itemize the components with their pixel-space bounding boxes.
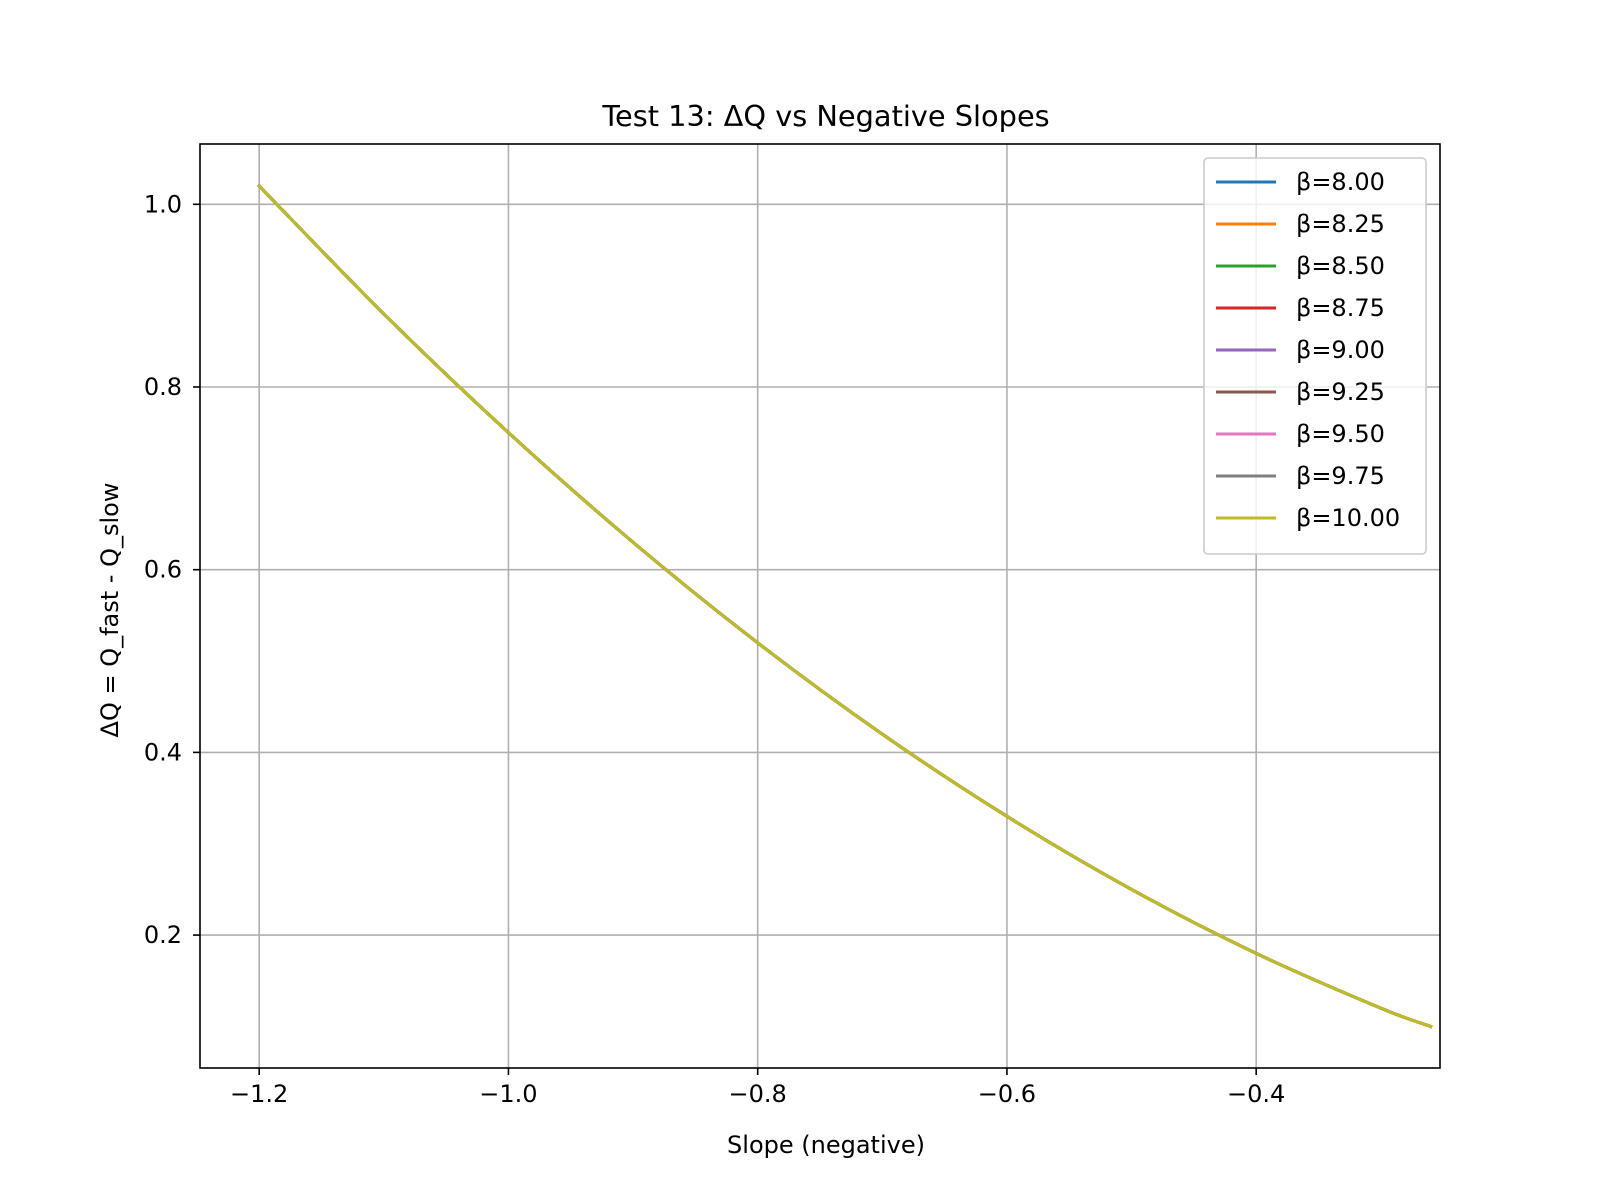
legend-label: β=8.25 [1296, 210, 1385, 238]
x-tick-label: −0.8 [729, 1080, 787, 1108]
legend-label: β=9.25 [1296, 378, 1385, 406]
y-tick-label: 0.2 [144, 921, 182, 949]
y-axis-title: ΔQ = Q_fast - Q_slow [96, 483, 124, 738]
legend-box [1203, 157, 1427, 555]
x-axis-title: Slope (negative) [727, 1131, 925, 1159]
chart-title: Test 13: ΔQ vs Negative Slopes [601, 99, 1049, 133]
y-tick-label: 0.6 [144, 556, 182, 584]
legend-label: β=8.75 [1296, 294, 1385, 322]
legend-label: β=8.00 [1296, 168, 1385, 196]
legend-label: β=8.50 [1296, 252, 1385, 280]
y-tick-label: 1.0 [144, 190, 182, 218]
legend-label: β=9.00 [1296, 336, 1385, 364]
series-lines [257, 183, 1433, 1029]
x-tick-label: −1.0 [479, 1080, 537, 1108]
x-tick-label: −0.6 [978, 1080, 1036, 1108]
series-line [257, 183, 1433, 1029]
plot-frame [199, 143, 1441, 1069]
legend-label: β=9.50 [1296, 420, 1385, 448]
y-tick-label: 0.8 [144, 373, 182, 401]
y-tick-label: 0.4 [144, 738, 182, 766]
legend: β=8.00 β=8.25 β=8.50 β=8.75 β=9.00 β=9.25 β=9.… [1203, 157, 1427, 555]
legend-label: β=10.00 [1296, 504, 1400, 532]
x-tick-label: −1.2 [230, 1080, 288, 1108]
legend-label: β=9.75 [1296, 462, 1385, 490]
axis-ticks: −1.2 −1.0 −0.8 −0.6 −0.4 0.2 0.4 0.6 0.8 1.0 [144, 190, 1285, 1108]
x-tick-label: −0.4 [1227, 1080, 1285, 1108]
